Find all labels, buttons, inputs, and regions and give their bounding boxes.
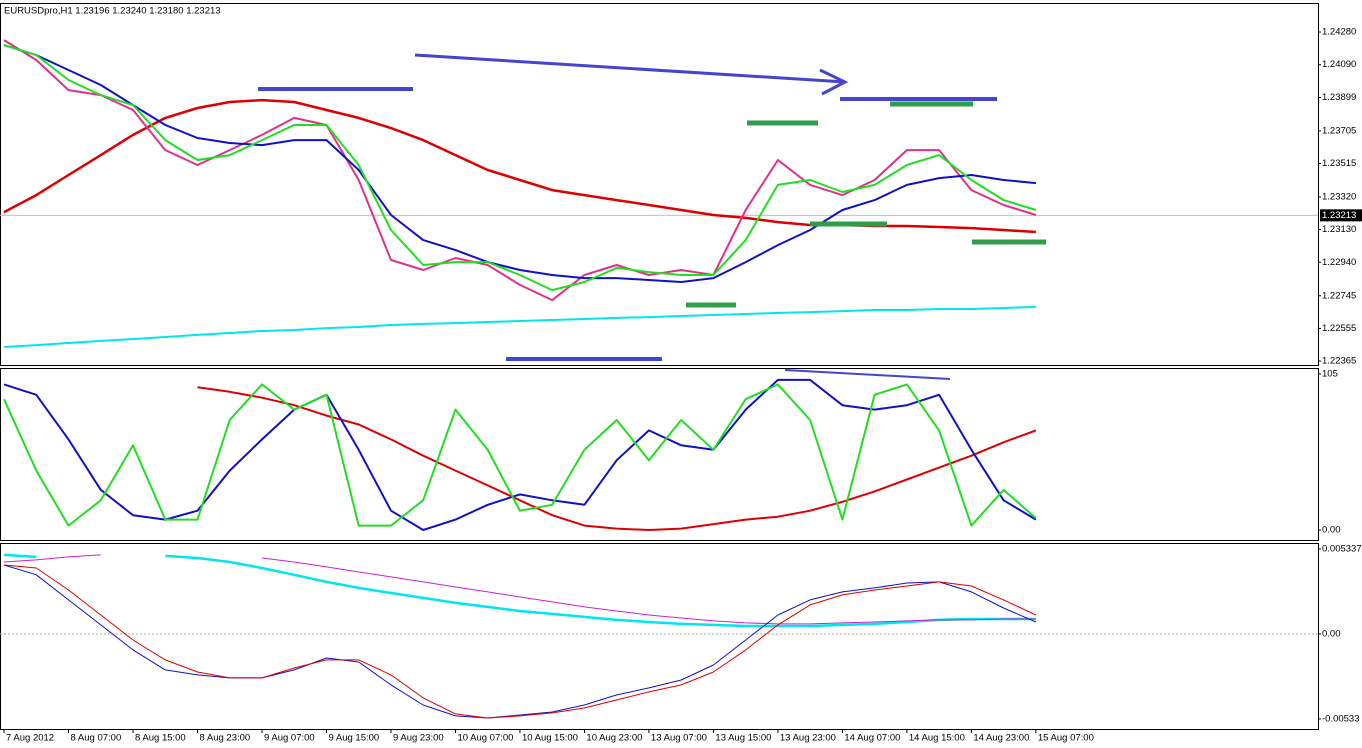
price-panel xyxy=(0,3,1319,366)
series-line xyxy=(3,383,1037,527)
y-tick-label: 1.22940 xyxy=(1322,257,1356,268)
trend-arrow xyxy=(414,53,846,84)
y-tick-label: 1.23320 xyxy=(1322,191,1356,202)
series-line xyxy=(3,44,1037,292)
y-tick-label: 0.005337 xyxy=(1322,543,1362,554)
series-line xyxy=(3,44,1036,283)
x-tick-label: 14 Aug 23:00 xyxy=(973,733,1029,744)
x-tick-label: 8 Aug 23:00 xyxy=(199,733,250,744)
series-line xyxy=(3,378,1037,531)
x-tick-label: 14 Aug 07:00 xyxy=(844,733,900,744)
y-tick-label: 0.00 xyxy=(1322,628,1341,639)
y-tick-label: 1.22365 xyxy=(1322,356,1356,367)
x-tick-label: 9 Aug 23:00 xyxy=(393,733,444,744)
y-tick-label: 1.24090 xyxy=(1322,59,1356,70)
x-tick-label: 7 Aug 2012 xyxy=(6,733,54,744)
series-line xyxy=(3,564,1037,719)
y-tick-label: 1.23899 xyxy=(1322,92,1356,103)
annotations xyxy=(258,53,1046,380)
macd-panel xyxy=(0,543,1319,730)
x-tick-label: 8 Aug 07:00 xyxy=(71,733,122,744)
series-line xyxy=(197,386,1037,531)
y-tick-label: 1.23705 xyxy=(1322,125,1356,136)
x-tick-label: 10 Aug 23:00 xyxy=(586,733,642,744)
x-tick-label: 9 Aug 15:00 xyxy=(328,733,379,744)
chart-title: EURUSDpro,H1 1.23196 1.23240 1.23180 1.2… xyxy=(4,6,221,17)
current-price-box xyxy=(1320,209,1362,222)
x-tick-label: 10 Aug 15:00 xyxy=(522,733,578,744)
y-tick-label: 1.22745 xyxy=(1322,290,1356,301)
y-tick-label: 105 xyxy=(1322,368,1338,379)
y-tick-label: 1.23130 xyxy=(1322,224,1356,235)
x-tick-label: 14 Aug 15:00 xyxy=(909,733,965,744)
current-price-label: 1.23213 xyxy=(1322,210,1356,221)
x-tick-label: 10 Aug 07:00 xyxy=(457,733,513,744)
x-tick-label: 8 Aug 15:00 xyxy=(135,733,186,744)
series-line xyxy=(3,554,1036,625)
x-tick-label: 13 Aug 23:00 xyxy=(780,733,836,744)
y-tick-label: -0.00533 xyxy=(1322,713,1360,724)
y-tick-label: 1.22555 xyxy=(1322,323,1356,334)
x-tick-label: 15 Aug 07:00 xyxy=(1038,733,1094,744)
y-tick-label: 1.23515 xyxy=(1322,158,1356,169)
y-tick-label: 1.24280 xyxy=(1322,27,1356,38)
series-line xyxy=(3,564,1037,719)
x-tick-label: 13 Aug 15:00 xyxy=(715,733,771,744)
x-tick-label: 13 Aug 07:00 xyxy=(651,733,707,744)
stochastic-panel xyxy=(0,368,1319,541)
series-line xyxy=(3,553,1036,628)
x-tick-label: 9 Aug 07:00 xyxy=(264,733,315,744)
series-line xyxy=(3,39,1037,302)
y-tick-label: 0.00 xyxy=(1322,525,1341,536)
arrow-head xyxy=(819,68,849,96)
series-line xyxy=(3,305,1036,348)
divergence-line xyxy=(784,369,951,380)
